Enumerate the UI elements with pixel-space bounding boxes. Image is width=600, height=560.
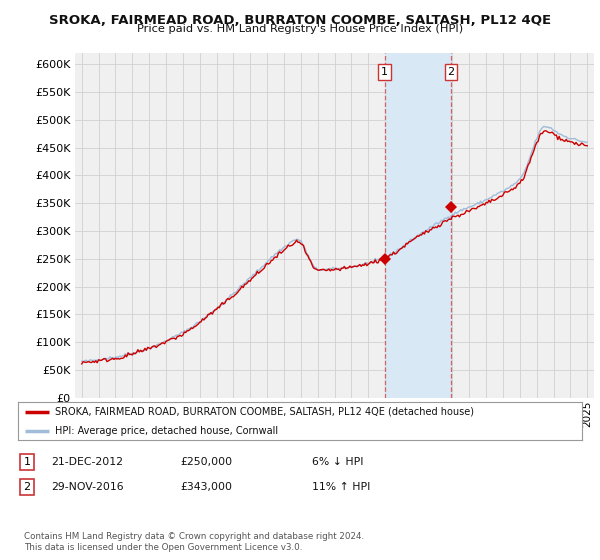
Text: SROKA, FAIRMEAD ROAD, BURRATON COOMBE, SALTASH, PL12 4QE: SROKA, FAIRMEAD ROAD, BURRATON COOMBE, S… xyxy=(49,14,551,27)
Text: 2: 2 xyxy=(23,482,31,492)
Text: 29-NOV-2016: 29-NOV-2016 xyxy=(51,482,124,492)
Text: 6% ↓ HPI: 6% ↓ HPI xyxy=(312,457,364,467)
Text: 21-DEC-2012: 21-DEC-2012 xyxy=(51,457,123,467)
Bar xyxy=(385,53,451,398)
Text: SROKA, FAIRMEAD ROAD, BURRATON COOMBE, SALTASH, PL12 4QE (detached house): SROKA, FAIRMEAD ROAD, BURRATON COOMBE, S… xyxy=(55,407,473,417)
Text: £250,000: £250,000 xyxy=(180,457,232,467)
Text: 1: 1 xyxy=(381,67,388,77)
Text: Contains HM Land Registry data © Crown copyright and database right 2024.
This d: Contains HM Land Registry data © Crown c… xyxy=(24,532,364,552)
Text: 2: 2 xyxy=(448,67,455,77)
Text: Price paid vs. HM Land Registry's House Price Index (HPI): Price paid vs. HM Land Registry's House … xyxy=(137,24,463,34)
Text: HPI: Average price, detached house, Cornwall: HPI: Average price, detached house, Corn… xyxy=(55,426,278,436)
Text: 11% ↑ HPI: 11% ↑ HPI xyxy=(312,482,370,492)
Text: 1: 1 xyxy=(23,457,31,467)
Text: £343,000: £343,000 xyxy=(180,482,232,492)
